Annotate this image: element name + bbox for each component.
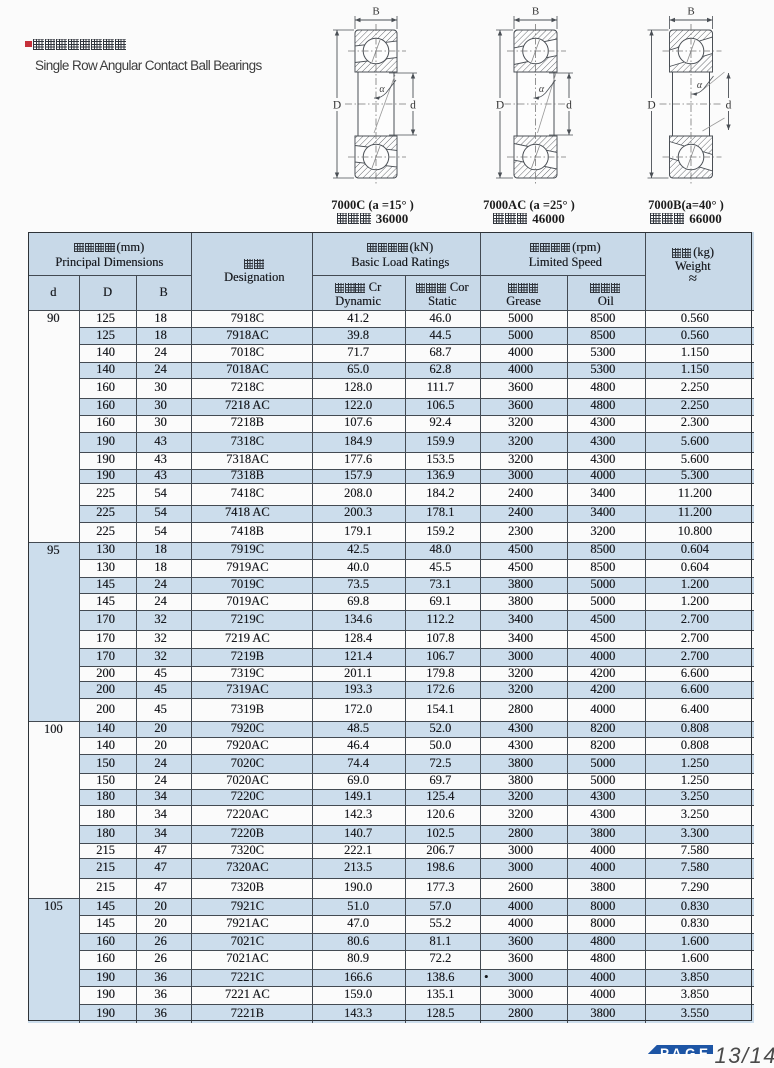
svg-text:D: D <box>496 100 504 112</box>
svg-text:d: d <box>410 100 416 112</box>
svg-text:B: B <box>372 6 379 18</box>
svg-text:d: d <box>726 100 732 112</box>
svg-text:α: α <box>379 84 385 95</box>
svg-text:B: B <box>532 6 539 18</box>
svg-text:D: D <box>647 100 655 112</box>
svg-text:α: α <box>697 80 703 91</box>
svg-text:α: α <box>539 84 545 95</box>
svg-text:d: d <box>566 100 572 112</box>
svg-text:B: B <box>687 6 694 18</box>
svg-text:D: D <box>333 100 341 112</box>
